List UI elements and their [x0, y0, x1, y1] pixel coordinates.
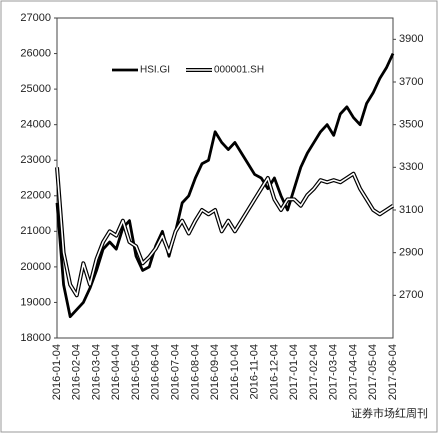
- y-tick-label: 21000: [20, 225, 51, 237]
- x-tick-label: 2016-09-04: [209, 344, 221, 400]
- x-tick-label: 2016-05-04: [130, 344, 142, 400]
- x-tick-label: 2017-05-04: [367, 344, 379, 400]
- legend-label: 000001.SH: [214, 65, 264, 76]
- legend-label: HSI.GI: [140, 65, 170, 76]
- series-line: [55, 52, 395, 319]
- x-tick-label: 2017-02-04: [308, 344, 320, 400]
- x-tick-label: 2016-10-04: [229, 344, 241, 400]
- y-tick-label: 24000: [20, 119, 51, 131]
- x-tick-label: 2016-04-04: [110, 344, 122, 400]
- series-line: [56, 167, 394, 297]
- y2-tick-label: 3300: [399, 161, 423, 173]
- x-tick-label: 2016-07-04: [169, 344, 181, 400]
- y-tick-label: 19000: [20, 296, 51, 308]
- y-tick-label: 25000: [20, 83, 51, 95]
- y2-tick-label: 3900: [399, 33, 423, 45]
- y-tick-label: 26000: [20, 47, 51, 59]
- y-tick-label: 18000: [20, 332, 51, 344]
- y-tick-label: 22000: [20, 190, 51, 202]
- y2-tick-label: 2700: [399, 289, 423, 301]
- x-tick-label: 2017-03-04: [328, 344, 340, 400]
- y-tick-label: 27000: [20, 12, 51, 24]
- x-tick-label: 2016-12-04: [268, 344, 280, 400]
- y2-tick-label: 3700: [399, 76, 423, 88]
- x-tick-label: 2017-06-04: [387, 344, 399, 400]
- y-tick-label: 23000: [20, 154, 51, 166]
- x-tick-label: 2017-01-04: [288, 344, 300, 400]
- x-tick-label: 2016-01-04: [51, 344, 63, 400]
- y-tick-label: 20000: [20, 261, 51, 273]
- x-tick-label: 2016-02-04: [71, 344, 83, 400]
- watermark: 证券市场红周刊: [351, 406, 428, 420]
- x-tick-label: 2016-03-04: [90, 344, 102, 400]
- y2-tick-label: 3100: [399, 204, 423, 216]
- series-outline: [55, 167, 395, 298]
- x-tick-label: 2016-08-04: [189, 344, 201, 400]
- x-tick-label: 2016-11-04: [249, 344, 261, 399]
- y2-tick-label: 2900: [399, 247, 423, 259]
- x-tick-label: 2016-06-04: [150, 344, 162, 400]
- x-tick-label: 2017-04-04: [347, 344, 359, 400]
- y2-tick-label: 3500: [399, 119, 423, 131]
